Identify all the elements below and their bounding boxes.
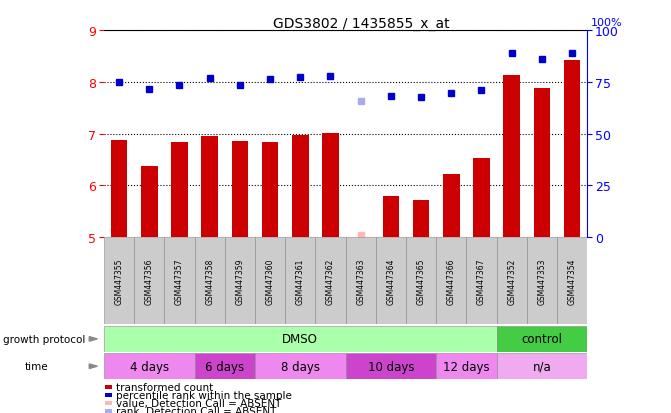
Text: 8 days: 8 days: [280, 360, 320, 373]
Bar: [225, 237, 255, 324]
Bar: [497, 326, 587, 352]
Bar: [557, 237, 587, 324]
Bar: [527, 237, 557, 324]
Text: 12 days: 12 days: [443, 360, 490, 373]
Polygon shape: [89, 337, 97, 341]
Bar: [413, 200, 429, 237]
Bar: [346, 237, 376, 324]
Bar: [105, 408, 112, 413]
Text: 100%: 100%: [591, 18, 623, 28]
Text: percentile rank within the sample: percentile rank within the sample: [116, 390, 292, 400]
Text: DMSO: DMSO: [282, 332, 318, 346]
Text: GSM447365: GSM447365: [417, 258, 425, 304]
Text: GSM447355: GSM447355: [115, 258, 123, 304]
Bar: [111, 141, 127, 237]
Text: GSM447362: GSM447362: [326, 258, 335, 304]
Bar: [503, 75, 520, 237]
Text: GSM447357: GSM447357: [175, 258, 184, 304]
Text: GSM447354: GSM447354: [568, 258, 576, 304]
Text: GDS3802 / 1435855_x_at: GDS3802 / 1435855_x_at: [273, 17, 450, 31]
Bar: [436, 354, 497, 379]
Text: 10 days: 10 days: [368, 360, 414, 373]
Bar: [376, 237, 406, 324]
Bar: [285, 237, 315, 324]
Text: GSM447367: GSM447367: [477, 258, 486, 304]
Text: GSM447360: GSM447360: [266, 258, 274, 304]
Bar: [201, 137, 218, 237]
Text: GSM447359: GSM447359: [236, 258, 244, 304]
Bar: [533, 89, 550, 237]
Bar: [104, 354, 195, 379]
Bar: [443, 174, 460, 237]
Bar: [134, 237, 164, 324]
Polygon shape: [89, 364, 97, 368]
Bar: [105, 385, 112, 389]
Bar: [262, 143, 278, 237]
Text: growth protocol: growth protocol: [3, 334, 86, 344]
Text: GSM447352: GSM447352: [507, 258, 516, 304]
Bar: [104, 237, 134, 324]
Bar: [382, 197, 399, 237]
Bar: [164, 237, 195, 324]
Bar: [346, 354, 436, 379]
Text: value, Detection Call = ABSENT: value, Detection Call = ABSENT: [116, 398, 281, 408]
Text: GSM447366: GSM447366: [447, 258, 456, 304]
Text: GSM447356: GSM447356: [145, 258, 154, 304]
Bar: [315, 237, 346, 324]
Bar: [255, 237, 285, 324]
Text: 4 days: 4 days: [130, 360, 169, 373]
Bar: [231, 142, 248, 237]
Bar: [104, 326, 497, 352]
Text: GSM447361: GSM447361: [296, 258, 305, 304]
Bar: [473, 159, 490, 237]
Bar: [564, 61, 580, 237]
Text: control: control: [521, 332, 562, 346]
Text: GSM447358: GSM447358: [205, 258, 214, 304]
Bar: [255, 354, 346, 379]
Bar: [466, 237, 497, 324]
Bar: [322, 133, 339, 237]
Bar: [195, 354, 255, 379]
Bar: [105, 401, 112, 405]
Bar: [436, 237, 466, 324]
Text: transformed count: transformed count: [116, 382, 213, 392]
Text: n/a: n/a: [533, 360, 551, 373]
Text: GSM447364: GSM447364: [386, 258, 395, 304]
Bar: [406, 237, 436, 324]
Text: 6 days: 6 days: [205, 360, 244, 373]
Bar: [292, 136, 309, 237]
Bar: [141, 166, 158, 237]
Bar: [195, 237, 225, 324]
Text: GSM447353: GSM447353: [537, 258, 546, 304]
Bar: [497, 237, 527, 324]
Text: rank, Detection Call = ABSENT: rank, Detection Call = ABSENT: [116, 406, 276, 413]
Bar: [171, 142, 188, 237]
Bar: [105, 393, 112, 397]
Text: time: time: [25, 361, 48, 371]
Bar: [497, 354, 587, 379]
Text: GSM447363: GSM447363: [356, 258, 365, 304]
